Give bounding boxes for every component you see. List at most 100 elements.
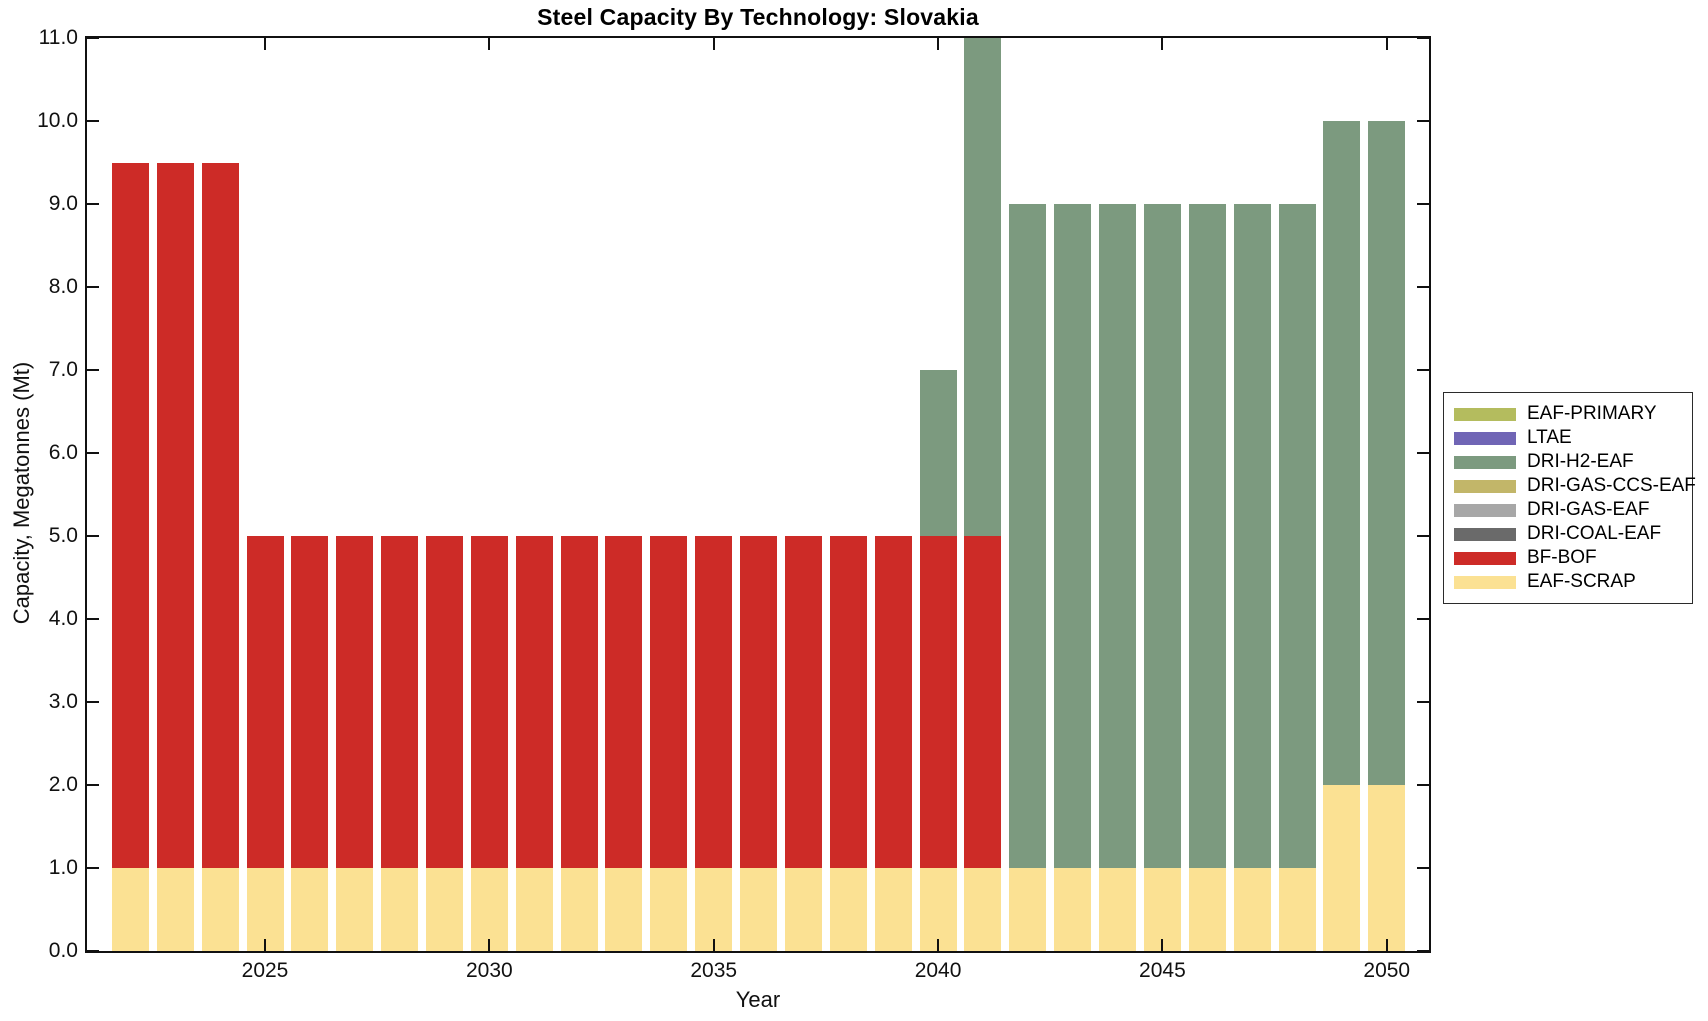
legend-label: DRI-H2-EAF <box>1527 451 1634 472</box>
y-tick-label-3.0: 3.0 <box>48 690 78 713</box>
legend-label: LTAE <box>1527 427 1572 448</box>
x-tick-label-2050: 2050 <box>1363 959 1411 982</box>
bar-segment-bf-bof-2024 <box>201 162 239 868</box>
legend-swatch-bf-bof <box>1454 551 1516 565</box>
bar-segment-eaf-scrap-2046 <box>1188 868 1226 951</box>
y-tick-mark-right-0.0 <box>1417 950 1429 951</box>
x-tick-mark-bottom-2025 <box>264 939 266 951</box>
bar-segment-bf-bof-2027 <box>336 536 374 868</box>
bar-segment-bf-bof-2039 <box>874 536 912 868</box>
bar-segment-eaf-scrap-2050 <box>1368 785 1406 951</box>
y-tick-mark-right-6.0 <box>1417 452 1429 454</box>
y-tick-mark-left-7.0 <box>87 369 99 371</box>
bar-segment-dri-h2-eaf-2043 <box>1054 204 1092 868</box>
y-tick-label-5.0: 5.0 <box>48 524 78 547</box>
bar-segment-dri-h2-eaf-2050 <box>1368 121 1406 785</box>
bar-segment-eaf-scrap-2023 <box>156 868 194 951</box>
x-tick-mark-top-2050 <box>1385 38 1388 50</box>
bar-segment-eaf-scrap-2039 <box>874 868 912 951</box>
y-tick-mark-right-9.0 <box>1417 203 1429 205</box>
x-axis-title: Year <box>735 987 781 1012</box>
legend-label: DRI-GAS-EAF <box>1527 499 1650 520</box>
bar-segment-bf-bof-2032 <box>560 536 598 868</box>
y-tick-label-4.0: 4.0 <box>48 607 78 630</box>
y-tick-label-7.0: 7.0 <box>48 358 78 381</box>
x-tick-mark-top-2045 <box>1161 38 1164 50</box>
bar-segment-dri-h2-eaf-2049 <box>1323 121 1361 785</box>
bar-segment-bf-bof-2026 <box>291 536 329 868</box>
legend-label: EAF-PRIMARY <box>1527 403 1657 424</box>
legend-swatch-eaf-scrap <box>1454 575 1516 589</box>
bar-segment-bf-bof-2022 <box>111 162 149 868</box>
legend-swatch-dri-coal-eaf <box>1454 527 1516 541</box>
x-tick-label-2025: 2025 <box>241 959 289 982</box>
legend-label: DRI-COAL-EAF <box>1527 523 1662 544</box>
bar-segment-eaf-scrap-2032 <box>560 868 598 951</box>
bar-segment-bf-bof-2036 <box>740 536 778 868</box>
bar-segment-bf-bof-2023 <box>156 162 194 868</box>
x-tick-mark-bottom-2050 <box>1385 939 1388 951</box>
bar-segment-eaf-scrap-2034 <box>650 868 688 951</box>
legend-swatch-dri-gas-eaf <box>1454 503 1516 517</box>
legend-label: EAF-SCRAP <box>1527 571 1636 592</box>
y-tick-label-6.0: 6.0 <box>48 441 78 464</box>
y-axis-title-text: Capacity, Megatonnes (Mt) <box>9 361 34 625</box>
bar-segment-dri-h2-eaf-2045 <box>1143 204 1181 868</box>
y-tick-mark-left-11.0 <box>87 38 99 39</box>
chart-title: Steel Capacity By Technology: Slovakia <box>537 4 979 30</box>
y-tick-mark-right-4.0 <box>1417 618 1429 620</box>
legend-item-ltae: LTAE <box>1454 426 1682 450</box>
bar-segment-eaf-scrap-2047 <box>1233 868 1271 951</box>
legend-item-eaf-scrap: EAF-SCRAP <box>1454 570 1682 594</box>
bar-segment-dri-h2-eaf-2044 <box>1099 204 1137 868</box>
x-tick-mark-top-2030 <box>488 38 491 50</box>
legend-item-dri-coal-eaf: DRI-COAL-EAF <box>1454 522 1682 546</box>
y-tick-mark-right-10.0 <box>1417 120 1429 122</box>
y-tick-mark-left-6.0 <box>87 452 99 454</box>
bar-segment-bf-bof-2037 <box>784 536 822 868</box>
bar-segment-eaf-scrap-2024 <box>201 868 239 951</box>
bar-segment-eaf-scrap-2028 <box>381 868 419 951</box>
bar-segment-bf-bof-2035 <box>695 536 733 868</box>
bar-segment-dri-h2-eaf-2048 <box>1278 204 1316 868</box>
y-tick-mark-left-0.0 <box>87 950 99 951</box>
legend-item-dri-gas-eaf: DRI-GAS-EAF <box>1454 498 1682 522</box>
bar-segment-eaf-scrap-2022 <box>111 868 149 951</box>
bar-segment-eaf-scrap-2036 <box>740 868 778 951</box>
bar-segment-eaf-scrap-2048 <box>1278 868 1316 951</box>
y-tick-mark-left-5.0 <box>87 535 99 537</box>
x-tick-mark-bottom-2040 <box>937 939 940 951</box>
bar-segment-eaf-scrap-2041 <box>964 868 1002 951</box>
y-tick-mark-left-10.0 <box>87 120 99 122</box>
bar-segment-dri-h2-eaf-2042 <box>1009 204 1047 868</box>
bar-segment-bf-bof-2034 <box>650 536 688 868</box>
y-tick-mark-left-4.0 <box>87 618 99 620</box>
legend-item-eaf-primary: EAF-PRIMARY <box>1454 402 1682 426</box>
bar-segment-dri-h2-eaf-2041 <box>964 38 1002 536</box>
bar-segment-eaf-scrap-2042 <box>1009 868 1047 951</box>
x-tick-mark-top-2040 <box>937 38 940 50</box>
y-tick-mark-left-3.0 <box>87 701 99 703</box>
x-tick-label-2045: 2045 <box>1139 959 1186 982</box>
bar-segment-eaf-scrap-2025 <box>246 868 284 951</box>
x-tick-label-2030: 2030 <box>466 959 513 982</box>
bar-segment-eaf-scrap-2030 <box>470 868 508 951</box>
bar-segment-eaf-scrap-2026 <box>291 868 329 951</box>
y-tick-mark-right-11.0 <box>1417 38 1429 39</box>
bar-segment-eaf-scrap-2049 <box>1323 785 1361 951</box>
legend-swatch-eaf-primary <box>1454 407 1516 421</box>
bar-segment-dri-h2-eaf-2040 <box>919 370 957 536</box>
y-tick-mark-right-5.0 <box>1417 535 1429 537</box>
bar-segment-bf-bof-2028 <box>381 536 419 868</box>
bar-segment-bf-bof-2038 <box>829 536 867 868</box>
bar-segment-bf-bof-2025 <box>246 536 284 868</box>
legend-item-bf-bof: BF-BOF <box>1454 546 1682 570</box>
y-tick-label-8.0: 8.0 <box>48 275 78 298</box>
bar-segment-dri-h2-eaf-2047 <box>1233 204 1271 868</box>
bar-segment-bf-bof-2041 <box>964 536 1002 868</box>
bar-segment-eaf-scrap-2043 <box>1054 868 1092 951</box>
bar-segment-eaf-scrap-2038 <box>829 868 867 951</box>
y-tick-mark-left-8.0 <box>87 286 99 288</box>
legend-label: BF-BOF <box>1527 547 1597 568</box>
bar-segment-bf-bof-2031 <box>515 536 553 868</box>
